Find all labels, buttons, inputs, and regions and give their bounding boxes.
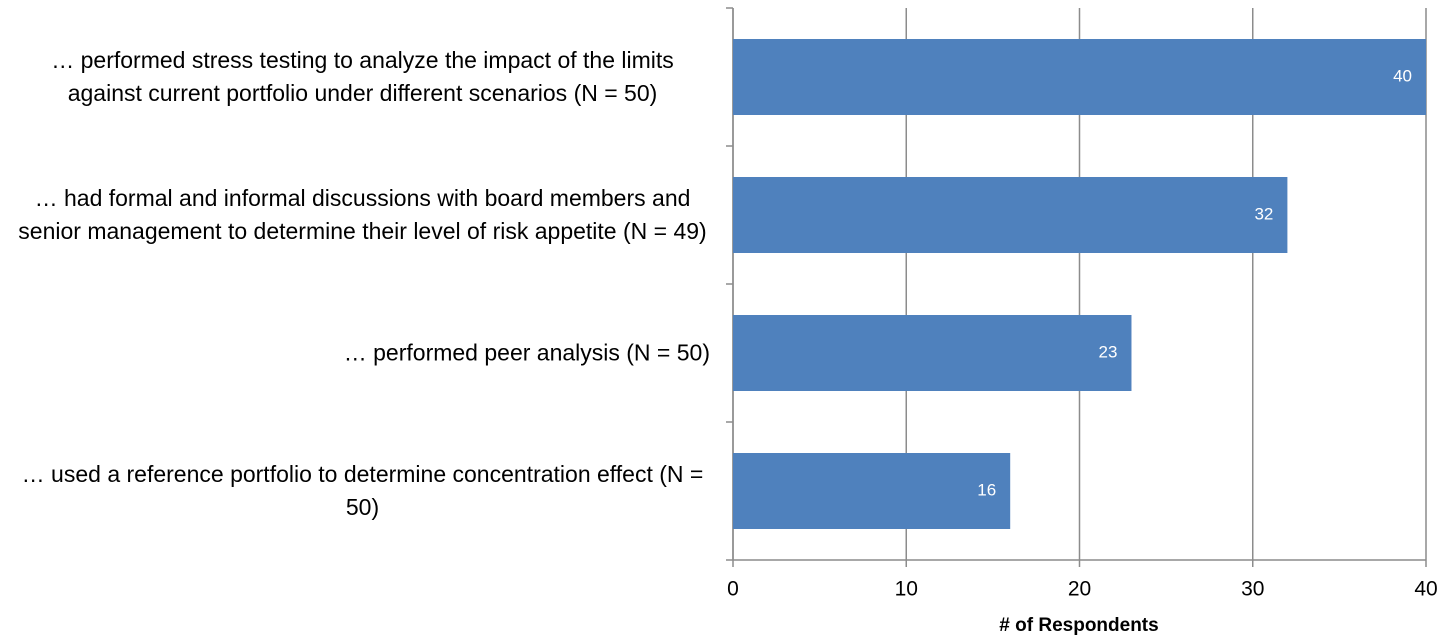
bar xyxy=(733,39,1426,115)
category-label-box: … performed stress testing to analyze th… xyxy=(5,44,710,110)
data-label: 40 xyxy=(1393,66,1412,85)
bar xyxy=(733,453,1011,529)
category-label-box: … used a reference portfolio to determin… xyxy=(5,458,710,524)
x-tick-label: 40 xyxy=(1414,578,1437,601)
category-label-box: … had formal and informal discussions wi… xyxy=(5,182,710,248)
y-tick-label: … performed stress testing to analyze th… xyxy=(51,47,674,106)
category-label-box: … performed peer analysis (N = 50) xyxy=(5,337,710,370)
data-label: 16 xyxy=(977,480,996,499)
y-tick-label: … performed peer analysis (N = 50) xyxy=(343,339,710,366)
x-tick-label: 30 xyxy=(1241,578,1264,601)
data-label: 32 xyxy=(1254,204,1273,223)
y-tick-label: … used a reference portfolio to determin… xyxy=(21,461,704,520)
data-label: 23 xyxy=(1099,342,1118,361)
x-tick-label: 20 xyxy=(1068,578,1091,601)
bar xyxy=(733,315,1132,391)
x-axis-title: # of Respondents xyxy=(999,615,1158,636)
bar xyxy=(733,177,1288,253)
y-tick-label: … had formal and informal discussions wi… xyxy=(18,185,707,244)
x-tick-label: 10 xyxy=(895,578,918,601)
x-tick-label: 0 xyxy=(727,578,739,601)
